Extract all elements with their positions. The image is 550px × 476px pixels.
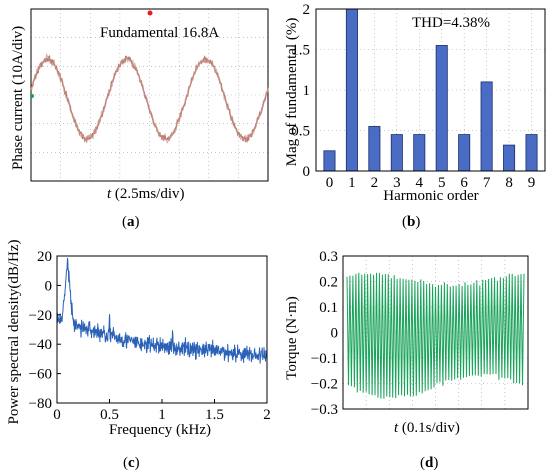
panel-b-bar-8: [503, 144, 516, 172]
panel-b-ylabel: Mag of fundamental (%): [284, 18, 300, 167]
panel-b-ytick-label: 0.5: [291, 124, 310, 140]
panel-b-bar-9: [525, 134, 538, 172]
panel-b-bar-2: [368, 126, 381, 172]
panel-b-xlabel: Harmonic order: [383, 188, 478, 204]
panel-c-ytick-label: −40: [29, 337, 52, 353]
panel-c-xticks: 0 0.5 1 1.5 2: [53, 399, 271, 423]
panel-c-psd-trace: [56, 257, 268, 364]
panel-b-ytick-label: 1: [303, 83, 311, 99]
panel-a-ylabel: Phase current (10A/div): [10, 26, 26, 170]
panel-c-letter: c: [128, 455, 135, 471]
panel-b-label: (b): [402, 214, 420, 230]
panel-b-bars: [323, 8, 538, 172]
panel-a-letter: a: [127, 214, 135, 230]
panel-c-xtick-label: 1.5: [205, 407, 224, 423]
panel-d: 0.3 0.2 0.1 0 −0.1 −0.2 −0.3 t (0.1s/div) Torq…: [284, 249, 529, 471]
panel-d-ytick-label: 0.1: [319, 300, 338, 316]
panel-b-xtick-label: 5: [438, 175, 446, 191]
panel-b-letter: b: [407, 214, 415, 230]
panel-d-ytick-label: 0: [331, 326, 339, 342]
panel-d-ytick-label: −0.1: [311, 351, 338, 367]
panel-b-bar-5: [435, 45, 448, 172]
panel-a-trigger-marker: [147, 10, 153, 16]
panel-d-ylabel: Torque (N·m): [284, 296, 300, 380]
panel-c-ytick-label: 20: [37, 249, 52, 265]
panel-b-xtick-label: 4: [416, 175, 424, 191]
panel-a-xlabel-var: t: [107, 186, 112, 202]
panel-c-xtick-label: 1: [158, 407, 166, 423]
panel-d-label: (d): [420, 455, 438, 471]
panel-c-xtick-label: 0.5: [100, 407, 119, 423]
panel-b-ytick-label: 1.5: [291, 43, 310, 59]
panel-b-xtick-label: 3: [393, 175, 401, 191]
panel-b-xtick-label: 9: [528, 175, 536, 191]
panel-b-xtick-label: 0: [326, 175, 334, 191]
panel-d-torque-trace: [346, 272, 525, 399]
panel-d-frame: [342, 255, 529, 410]
panel-d-letter: d: [425, 455, 434, 471]
panel-b-bar-7: [480, 81, 493, 172]
panel-d-xlabel: t (0.1s/div): [394, 420, 460, 436]
panel-b-xtick-label: 8: [505, 175, 513, 191]
panel-c-ytick-label: −20: [29, 308, 52, 324]
panel-a-label: (a): [122, 214, 140, 230]
panel-b-ytick-label: 0: [303, 164, 311, 180]
panel-c-ytick-label: −60: [29, 367, 52, 383]
panel-a-grid: [31, 9, 268, 181]
panel-b-bar-3: [390, 134, 403, 172]
panel-b-annotation: THD=4.38%: [412, 15, 490, 31]
panel-b-frame: [315, 8, 546, 172]
panel-b-xtick-label: 2: [371, 175, 379, 191]
panel-c-label: (c): [123, 455, 140, 471]
panel-d-xlabel-var: t: [394, 420, 399, 436]
panel-c-xtick-label: 2: [263, 407, 271, 423]
panel-d-xlabel-rest: (0.1s/div): [398, 420, 460, 436]
panel-d-ytick-label: −0.3: [311, 402, 338, 418]
panel-b-xtick-label: 7: [483, 175, 491, 191]
panel-a-xlabel: t (2.5ms/div): [107, 186, 185, 202]
panel-b-xtick-label: 1: [348, 175, 356, 191]
panel-c-xlabel: Frequency (kHz): [109, 422, 211, 438]
panel-a-channel-marker: [30, 94, 34, 98]
panel-c-ytick-label: −80: [29, 396, 52, 412]
panel-d-ytick-label: 0.3: [319, 249, 338, 265]
panel-b-yticks: 0 0.5 1 1.5 2: [291, 2, 310, 180]
panel-b-bar-0: [323, 150, 336, 172]
panel-a-background: [0, 0, 274, 232]
panel-d-yticks: 0.3 0.2 0.1 0 −0.1 −0.2 −0.3: [311, 249, 338, 418]
panel-d-ytick-label: −0.2: [311, 377, 338, 393]
panel-b-xtick-label: 6: [460, 175, 468, 191]
panel-a: Fundamental 16.8A Phase current (10A/div…: [0, 0, 274, 232]
panel-c-ytick-label: 0: [45, 278, 53, 294]
panel-b-bar-4: [413, 134, 426, 172]
panel-a-annotation: Fundamental 16.8A: [100, 25, 219, 41]
panel-b-ytick-label: 2: [303, 2, 311, 18]
panel-c: 20 0 −20 −40 −60 −80 0 0.5 1 1.5 2 Frequency (kHz…: [6, 240, 271, 471]
panel-c-ylabel: Power spectral density(dB/Hz): [6, 240, 22, 425]
panel-b-bar-6: [458, 134, 471, 172]
panel-a-current-trace-noise: [30, 53, 269, 144]
panel-b-bar-1: [345, 8, 358, 172]
panel-c-xtick-label: 0: [53, 407, 61, 423]
panel-c-yticks: 20 0 −20 −40 −60 −80: [29, 249, 61, 412]
panel-d-ytick-label: 0.2: [319, 275, 338, 291]
panel-a-xlabel-rest: (2.5ms/div): [111, 186, 184, 202]
